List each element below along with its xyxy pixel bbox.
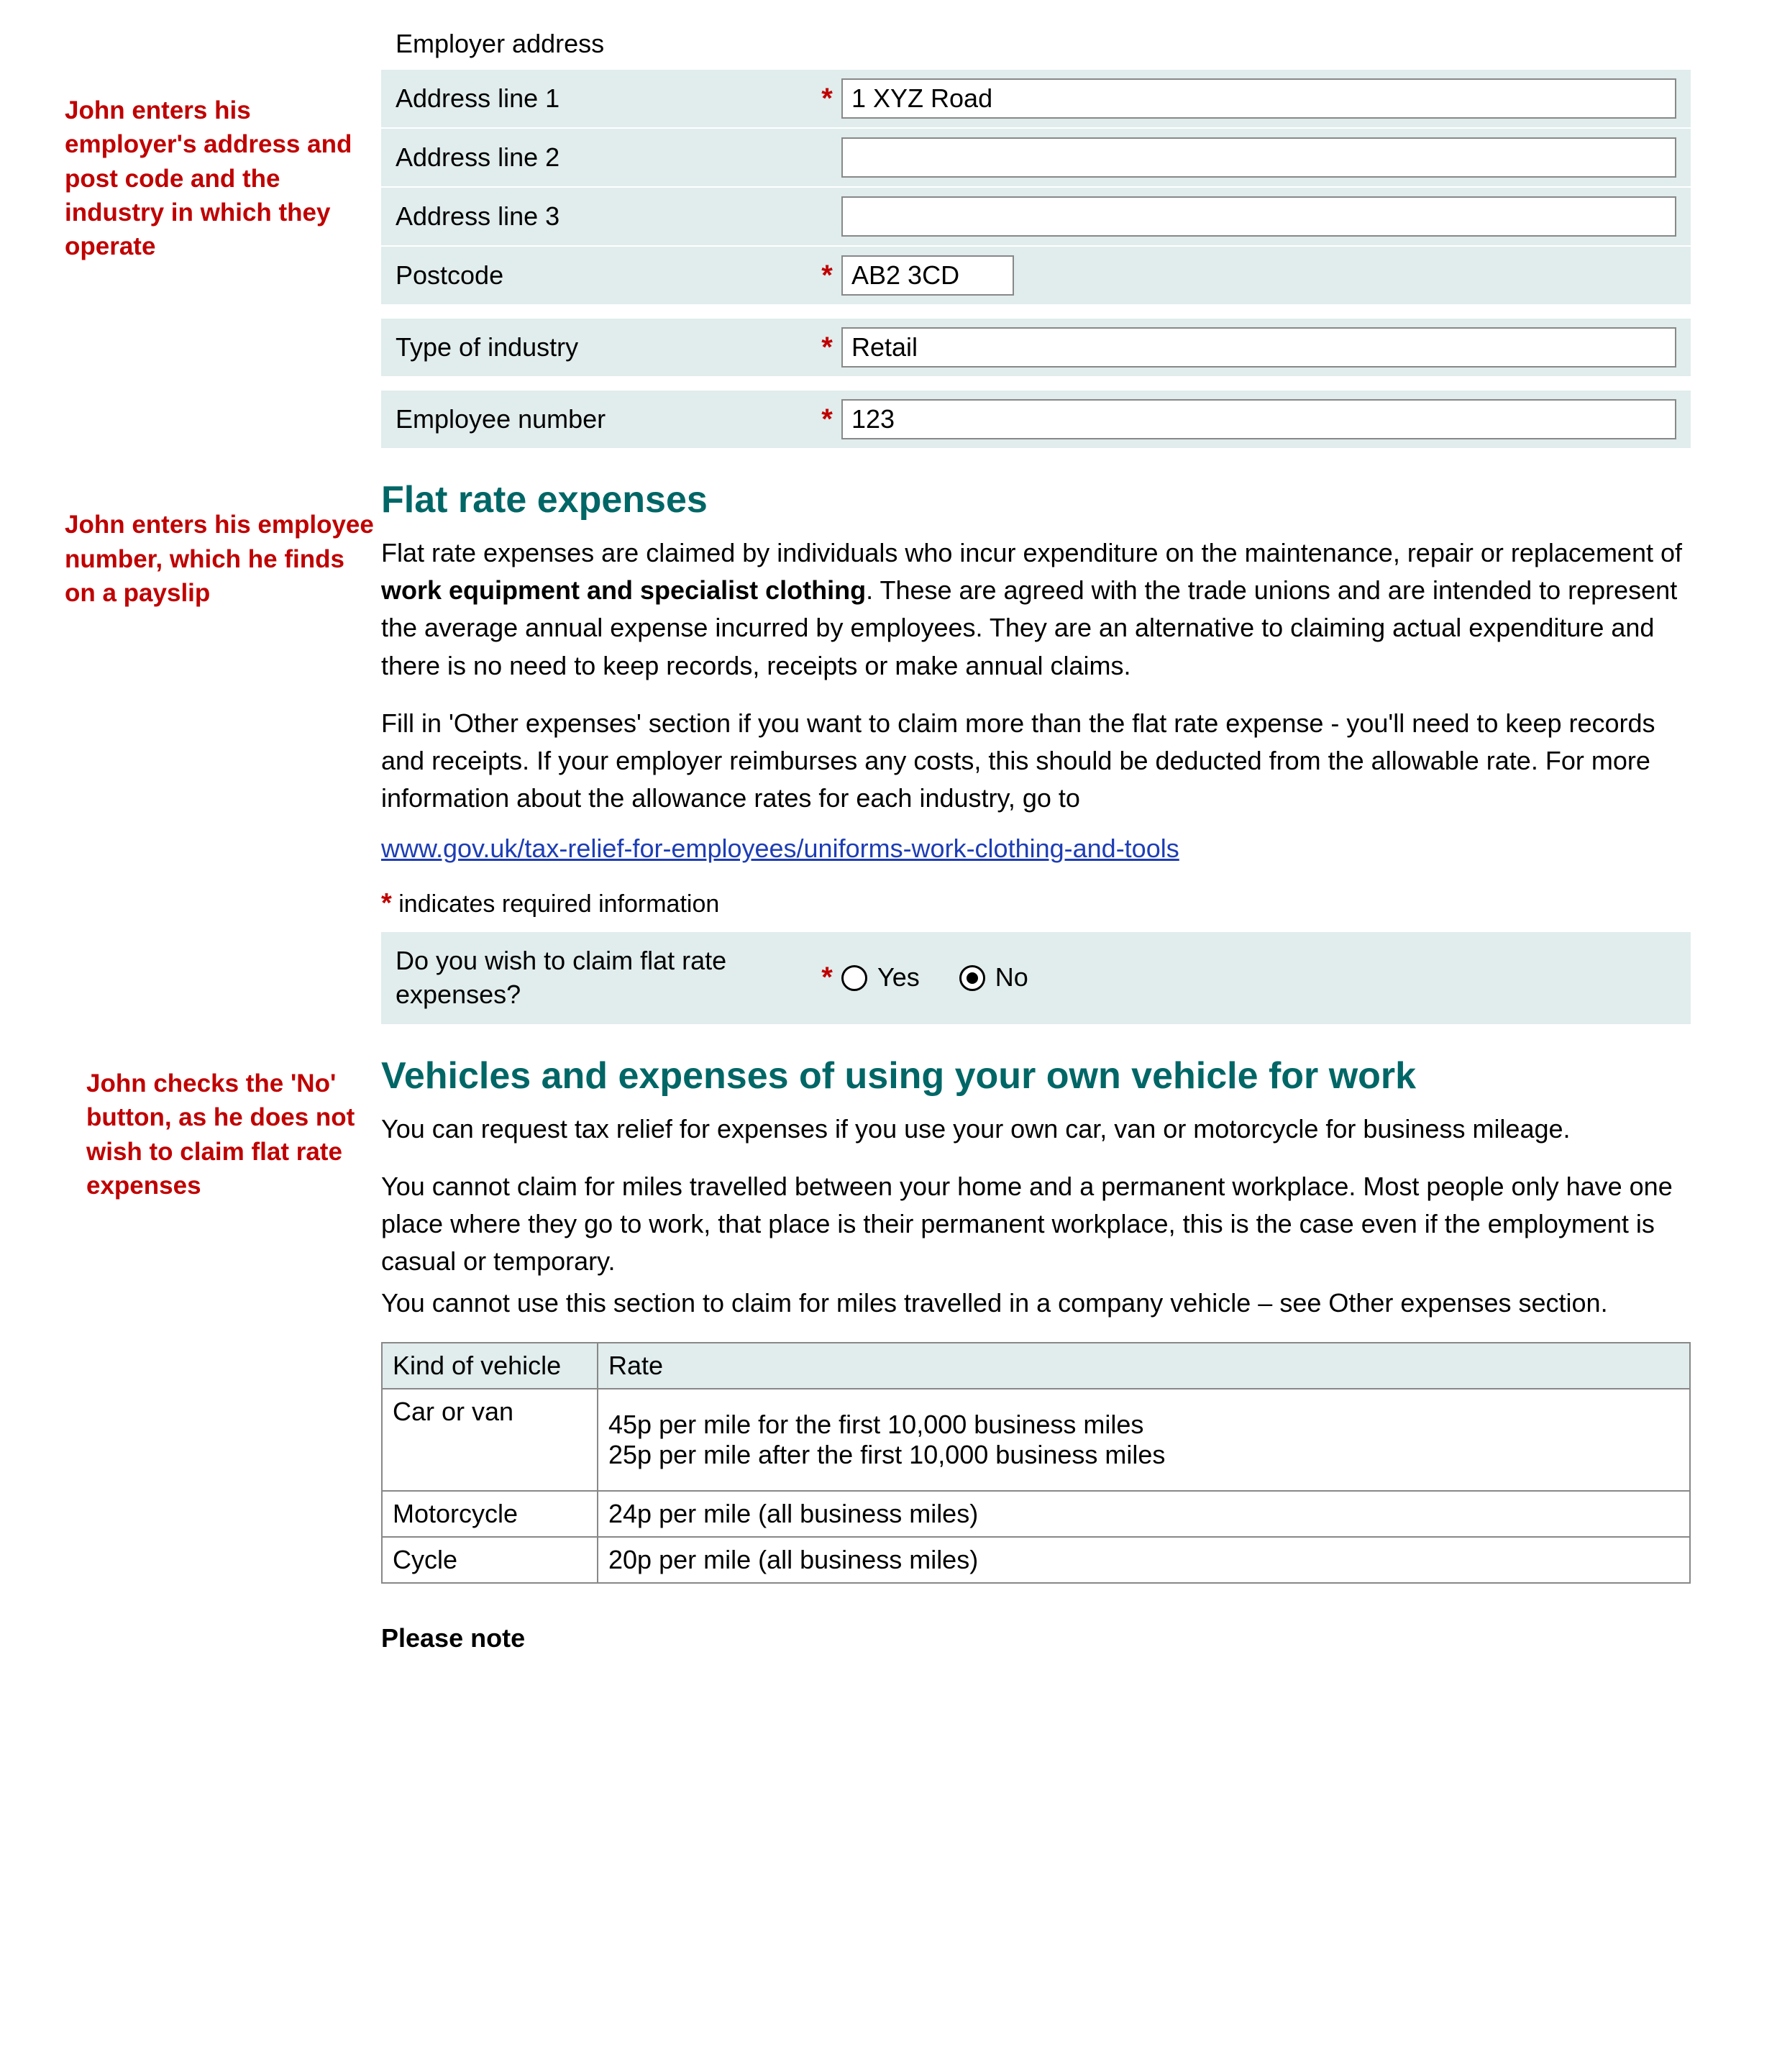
input-address-line-2[interactable] — [841, 137, 1676, 178]
required-star: * — [813, 332, 841, 364]
link-gov-uk-uniforms[interactable]: www.gov.uk/tax-relief-for-employees/unif… — [381, 834, 1179, 863]
cell-kind: Car or van — [382, 1389, 598, 1491]
row-industry: Type of industry * — [381, 319, 1691, 378]
table-row: Car or van 45p per mile for the first 10… — [382, 1389, 1690, 1491]
cell-rate: 24p per mile (all business miles) — [598, 1491, 1690, 1537]
radio-option-no[interactable]: No — [959, 962, 1028, 992]
radio-no[interactable] — [959, 965, 985, 991]
required-star: * — [813, 260, 841, 292]
row-postcode: Postcode * — [381, 247, 1691, 306]
input-address-line-3[interactable] — [841, 196, 1676, 237]
input-employee-number[interactable] — [841, 399, 1676, 439]
row-flat-rate-question: Do you wish to claim flat rate expenses?… — [381, 932, 1691, 1026]
label-flat-rate-question: Do you wish to claim flat rate expenses? — [396, 944, 813, 1012]
required-star: * — [813, 962, 841, 994]
flat-rate-para-2: Fill in 'Other expenses' section if you … — [381, 705, 1691, 818]
label-address-line-2: Address line 2 — [396, 141, 813, 175]
vehicles-para-2: You cannot claim for miles travelled bet… — [381, 1168, 1691, 1281]
required-star: * — [813, 403, 841, 436]
radio-option-yes[interactable]: Yes — [841, 962, 920, 992]
cell-rate: 45p per mile for the first 10,000 busine… — [598, 1389, 1690, 1491]
label-address-line-1: Address line 1 — [396, 82, 813, 116]
label-industry: Type of industry — [396, 331, 813, 365]
table-row: Motorcycle 24p per mile (all business mi… — [382, 1491, 1690, 1537]
input-postcode[interactable] — [841, 255, 1014, 296]
input-industry[interactable] — [841, 327, 1676, 368]
label-postcode: Postcode — [396, 259, 813, 293]
th-kind: Kind of vehicle — [382, 1343, 598, 1389]
row-address-line-1: Address line 1 * — [381, 70, 1691, 129]
row-address-line-3: Address line 3 — [381, 188, 1691, 247]
radio-yes[interactable] — [841, 965, 867, 991]
label-address-line-3: Address line 3 — [396, 200, 813, 234]
annotation-employee-number: John enters his employee number, which h… — [65, 508, 374, 610]
heading-flat-rate: Flat rate expenses — [381, 478, 1691, 521]
cell-rate: 20p per mile (all business miles) — [598, 1537, 1690, 1583]
row-address-line-2: Address line 2 — [381, 129, 1691, 188]
table-row: Cycle 20p per mile (all business miles) — [382, 1537, 1690, 1583]
please-note-heading: Please note — [381, 1623, 1691, 1653]
cell-kind: Cycle — [382, 1537, 598, 1583]
radio-no-label: No — [995, 963, 1028, 992]
table-vehicle-rates: Kind of vehicle Rate Car or van 45p per … — [381, 1342, 1691, 1584]
input-address-line-1[interactable] — [841, 78, 1676, 119]
employer-address-heading: Employer address — [381, 29, 1691, 70]
required-note: * indicates required information — [381, 888, 1691, 919]
label-employee-number: Employee number — [396, 403, 813, 437]
flat-rate-para-1: Flat rate expenses are claimed by indivi… — [381, 534, 1691, 685]
required-star: * — [813, 83, 841, 115]
vehicles-para-1: You can request tax relief for expenses … — [381, 1110, 1691, 1148]
radio-yes-label: Yes — [877, 963, 920, 992]
th-rate: Rate — [598, 1343, 1690, 1389]
cell-kind: Motorcycle — [382, 1491, 598, 1537]
vehicles-para-3: You cannot use this section to claim for… — [381, 1284, 1691, 1322]
heading-vehicles: Vehicles and expenses of using your own … — [381, 1054, 1691, 1097]
annotation-address: John enters his employer's address and p… — [65, 93, 374, 263]
row-employee-number: Employee number * — [381, 391, 1691, 449]
annotation-flat-rate-no: John checks the 'No' button, as he does … — [65, 1067, 374, 1202]
